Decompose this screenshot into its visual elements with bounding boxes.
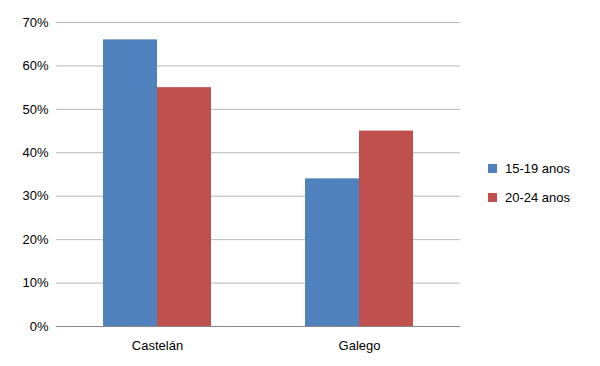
svg-text:50%: 50% — [22, 102, 48, 117]
svg-text:10%: 10% — [22, 275, 48, 290]
svg-text:0%: 0% — [30, 319, 49, 334]
svg-text:60%: 60% — [22, 58, 48, 73]
svg-text:70%: 70% — [22, 15, 48, 30]
svg-text:Castelán: Castelán — [132, 338, 183, 353]
html-text:15-19 anos: 15-19 anos — [505, 161, 571, 176]
svg-text:40%: 40% — [22, 145, 48, 160]
svg-text:Galego: Galego — [339, 338, 381, 353]
html-text:20-24 anos: 20-24 anos — [505, 190, 571, 205]
svg-text:30%: 30% — [22, 188, 48, 203]
svg-text:20%: 20% — [22, 232, 48, 247]
